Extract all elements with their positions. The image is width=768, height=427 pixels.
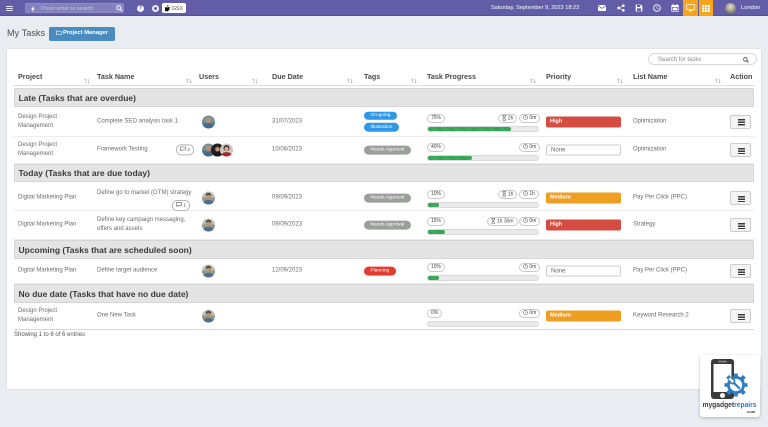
svg-text:.com: .com (746, 409, 756, 414)
svg-text:mygadgetrepairs: mygadgetrepairs (703, 400, 757, 409)
